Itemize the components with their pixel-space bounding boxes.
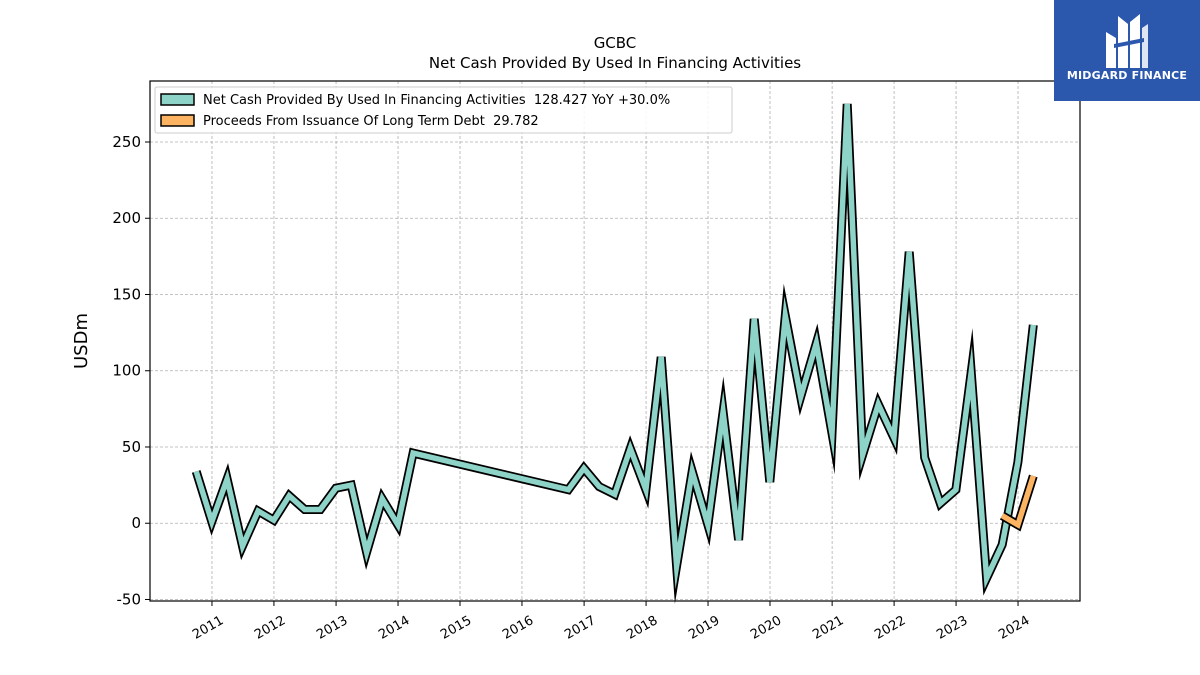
legend-label-debt: Proceeds From Issuance Of Long Term Debt… <box>203 114 539 129</box>
y-tick-label: 50 <box>122 438 141 456</box>
x-tick-label: 2021 <box>810 613 846 643</box>
x-tick-label: 2014 <box>376 613 412 643</box>
y-tick-label: -50 <box>117 590 142 608</box>
brand-name: MIDGARD FINANCE <box>1066 69 1188 82</box>
y-tick-label: 150 <box>112 285 141 303</box>
series-line <box>193 103 1037 590</box>
x-tick-label: 2011 <box>190 613 226 643</box>
axes <box>149 80 1081 602</box>
y-tick-label: 0 <box>131 514 141 532</box>
y-tick-label: 100 <box>112 362 141 380</box>
chart-subtitle: Net Cash Provided By Used In Financing A… <box>429 54 801 72</box>
y-tick-label: 250 <box>112 133 141 151</box>
x-tick-label: 2012 <box>252 613 288 643</box>
chart-title: GCBC <box>594 34 637 52</box>
series-area <box>191 103 1038 604</box>
brand-logo: MIDGARD FINANCE <box>1054 0 1200 101</box>
legend-swatch-financing <box>160 93 195 106</box>
x-tick-label: 2020 <box>748 613 784 643</box>
x-tick-label: 2016 <box>500 613 536 643</box>
x-tick-label: 2023 <box>934 613 970 643</box>
x-tick-label: 2013 <box>314 613 350 643</box>
x-tick-label: 2019 <box>686 613 722 643</box>
plot-frame <box>149 80 1081 602</box>
x-tick-label: 2024 <box>996 613 1032 643</box>
y-tick-label: 200 <box>112 209 141 227</box>
x-tick-label: 2017 <box>562 613 598 643</box>
x-tick-label: 2015 <box>438 613 474 643</box>
legend-frame <box>154 86 733 134</box>
y-axis-label: USDm <box>71 313 92 369</box>
plot-area <box>150 81 1080 601</box>
brand-mark-icon <box>1106 14 1148 68</box>
x-tick-label: 2018 <box>624 613 660 643</box>
x-tick-label: 2022 <box>872 613 908 643</box>
grid <box>150 81 1080 601</box>
legend-swatch-debt <box>160 114 195 127</box>
legend-label-financing: Net Cash Provided By Used In Financing A… <box>203 93 670 108</box>
legend: Net Cash Provided By Used In Financing A… <box>154 86 733 134</box>
series-line <box>1000 475 1036 529</box>
